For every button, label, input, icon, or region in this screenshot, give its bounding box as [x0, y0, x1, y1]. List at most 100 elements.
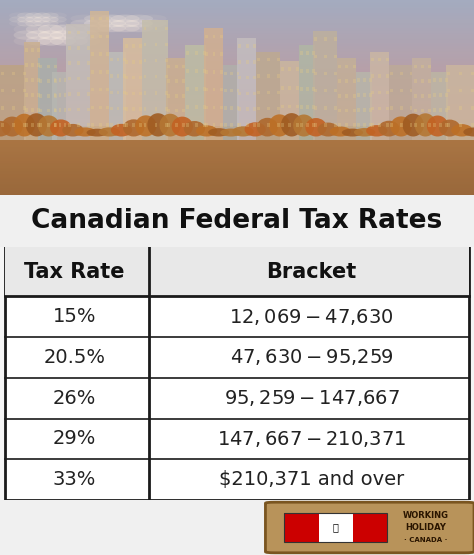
Bar: [288, 123, 291, 127]
Bar: [125, 44, 128, 48]
Text: 15%: 15%: [53, 307, 96, 326]
Bar: [174, 79, 177, 83]
Bar: [54, 109, 57, 112]
Bar: [410, 89, 412, 92]
Bar: [186, 87, 189, 90]
Bar: [378, 90, 381, 94]
Bar: [256, 52, 280, 140]
Bar: [54, 93, 56, 97]
Bar: [46, 79, 49, 83]
Bar: [414, 79, 417, 83]
Bar: [144, 75, 146, 78]
Bar: [369, 93, 372, 97]
Bar: [59, 123, 62, 127]
Ellipse shape: [281, 113, 302, 137]
Bar: [31, 78, 34, 82]
Bar: [421, 65, 424, 68]
Bar: [338, 123, 341, 127]
Bar: [459, 72, 462, 75]
Bar: [296, 86, 299, 89]
Ellipse shape: [257, 118, 278, 137]
Bar: [410, 106, 412, 109]
Bar: [246, 76, 248, 79]
Bar: [68, 31, 71, 34]
Bar: [356, 72, 372, 140]
Bar: [23, 72, 26, 75]
Bar: [345, 123, 348, 127]
Bar: [139, 123, 142, 127]
Bar: [174, 123, 177, 127]
Bar: [246, 60, 248, 64]
Bar: [386, 123, 389, 127]
Ellipse shape: [125, 14, 153, 22]
Bar: [390, 72, 393, 75]
Bar: [37, 78, 40, 82]
Ellipse shape: [25, 17, 42, 23]
Text: WORKING: WORKING: [402, 511, 449, 520]
Bar: [59, 78, 62, 82]
Bar: [99, 123, 102, 127]
Bar: [371, 74, 374, 78]
FancyBboxPatch shape: [265, 502, 474, 553]
Bar: [428, 65, 431, 68]
Bar: [334, 54, 337, 58]
Bar: [471, 106, 474, 109]
Bar: [312, 87, 315, 90]
Bar: [167, 94, 170, 98]
Bar: [123, 123, 126, 127]
Bar: [185, 45, 206, 140]
Bar: [230, 106, 233, 109]
Bar: [471, 89, 474, 92]
Bar: [334, 89, 337, 93]
Bar: [195, 69, 198, 73]
Bar: [31, 63, 34, 67]
Bar: [296, 105, 299, 108]
Bar: [428, 94, 431, 98]
Bar: [386, 58, 389, 62]
Bar: [212, 70, 215, 74]
Bar: [288, 68, 291, 71]
Ellipse shape: [26, 36, 51, 46]
Bar: [338, 79, 341, 83]
Bar: [195, 105, 198, 109]
Bar: [144, 107, 146, 110]
Ellipse shape: [38, 24, 64, 34]
Bar: [246, 108, 248, 111]
Bar: [224, 123, 227, 127]
Bar: [31, 93, 34, 97]
Bar: [363, 108, 366, 112]
Bar: [410, 72, 412, 75]
Bar: [106, 88, 109, 92]
Bar: [324, 123, 327, 127]
Bar: [253, 44, 256, 48]
Bar: [353, 513, 387, 542]
Ellipse shape: [135, 115, 156, 137]
Bar: [300, 123, 303, 127]
Ellipse shape: [50, 21, 67, 27]
Ellipse shape: [74, 31, 100, 40]
Bar: [165, 123, 168, 127]
Bar: [439, 123, 442, 127]
Bar: [203, 123, 206, 127]
Bar: [39, 109, 42, 112]
Bar: [186, 69, 189, 73]
Bar: [220, 70, 223, 74]
Bar: [25, 63, 28, 67]
Ellipse shape: [50, 24, 76, 34]
Ellipse shape: [147, 113, 169, 137]
Bar: [46, 65, 49, 68]
Bar: [410, 123, 412, 127]
Ellipse shape: [38, 36, 64, 46]
Bar: [345, 109, 348, 112]
Bar: [257, 107, 260, 110]
Text: $12,069 - $47,630: $12,069 - $47,630: [229, 307, 394, 327]
Bar: [117, 107, 119, 110]
Bar: [238, 123, 241, 127]
Bar: [64, 123, 66, 127]
Ellipse shape: [71, 19, 99, 27]
Bar: [186, 105, 189, 109]
Bar: [123, 38, 142, 140]
Bar: [139, 92, 142, 95]
Bar: [144, 123, 146, 127]
Bar: [12, 106, 15, 109]
